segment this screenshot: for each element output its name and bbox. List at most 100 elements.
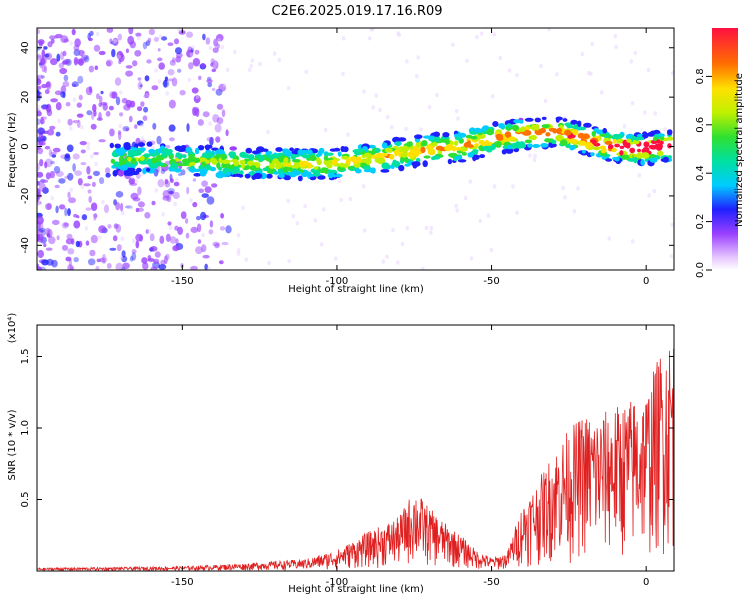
- spectrogram-noise-cell: [149, 233, 155, 242]
- spectrogram-faint-cell: [117, 54, 121, 59]
- spectrogram-noise-cell: [90, 123, 97, 130]
- spectrogram-noise-cell: [77, 119, 81, 128]
- spectrogram-faint-cell: [421, 266, 425, 270]
- spectrogram-ridge-cell: [433, 136, 440, 143]
- spectrogram-ridge-cell: [313, 169, 321, 177]
- spectrogram-noise-cell: [52, 147, 61, 153]
- spectrogram-ridge-cell: [342, 163, 349, 168]
- spectrogram-marks: [37, 28, 674, 270]
- spectrogram-noise-cell: [37, 227, 46, 232]
- spectrogram-faint-cell: [424, 225, 429, 231]
- spectrogram-ridge-cell: [531, 124, 537, 131]
- spectrogram-noise-cell: [72, 153, 80, 160]
- spectrogram-ridge-cell: [551, 139, 557, 145]
- spectrogram-ridge-cell: [193, 157, 201, 163]
- spectrogram-noise-cell: [77, 75, 84, 84]
- spectrogram-faint-cell: [368, 36, 372, 41]
- spectrogram-faint-cell: [37, 105, 41, 110]
- spectrogram-ridge-cell: [482, 125, 490, 131]
- spectrogram-noise-cell: [147, 255, 152, 261]
- spectrogram-noise-cell: [137, 77, 142, 81]
- spectrogram-ridge-cell: [139, 161, 148, 165]
- spectrogram-ridge-cell: [282, 166, 290, 173]
- spectrogram-noise-cell: [37, 91, 42, 99]
- spectrogram-ridge-cell: [629, 147, 636, 154]
- spectrogram-ridge-cell: [110, 158, 116, 164]
- spectrogram-faint-cell: [236, 233, 241, 238]
- spectrogram-noise-cell: [135, 233, 144, 242]
- spectrogram-faint-cell: [490, 94, 495, 99]
- spectrogram-noise-cell: [190, 265, 198, 270]
- spectrogram-ridge-cell: [612, 138, 617, 144]
- spectrogram-faint-cell: [225, 67, 230, 73]
- spectrogram-faint-cell: [57, 118, 61, 124]
- spectrogram-noise-cell: [180, 169, 186, 176]
- spectrogram-faint-cell: [69, 126, 73, 131]
- spectrogram-noise-cell: [85, 86, 93, 96]
- spectrogram-ridge-cell: [266, 154, 273, 158]
- spectrogram-ridge-cell: [240, 163, 246, 169]
- spectrogram-noise-cell: [108, 105, 114, 111]
- spectrogram-ridge-cell: [277, 152, 285, 157]
- spectrogram-ridge-cell: [448, 153, 455, 158]
- spectrogram-ridge-cell: [187, 147, 193, 153]
- spectrogram-ridge-cell: [455, 156, 463, 160]
- spectrogram-faint-cell: [600, 90, 604, 95]
- spectrogram-ridge-cell: [521, 131, 528, 135]
- spectrogram-noise-cell: [102, 254, 106, 261]
- spectrogram-noise-cell: [134, 50, 142, 57]
- spectrogram-faint-cell: [287, 258, 291, 264]
- spectrogram-ridge-cell: [365, 158, 372, 165]
- spectrogram-ridge-cell: [447, 158, 453, 165]
- spectrogram-ridge-cell: [590, 152, 595, 157]
- spectrogram-noise-cell: [186, 186, 190, 195]
- spectrogram-ridge-cell: [177, 154, 183, 160]
- spectrogram-noise-cell: [49, 35, 56, 40]
- spectrogram-ridge-cell: [602, 127, 607, 134]
- spectrogram-faint-cell: [217, 38, 221, 43]
- spectrogram-noise-cell: [67, 248, 75, 255]
- spectrogram-ridge-cell: [200, 161, 207, 167]
- spectrogram-ridge-cell: [421, 140, 428, 147]
- spectrogram-faint-cell: [161, 212, 165, 217]
- spectrogram-noise-cell: [201, 244, 207, 253]
- spectrogram-noise-cell: [192, 106, 199, 113]
- spectrogram-noise-cell: [180, 211, 187, 220]
- spectrogram-faint-cell: [208, 121, 212, 126]
- spectrogram-ridge-cell: [532, 144, 541, 148]
- spectrogram-ridge-cell: [239, 159, 246, 165]
- spectrogram-ridge-cell: [325, 152, 334, 156]
- spectrogram-faint-cell: [455, 208, 460, 213]
- spectrogram-faint-cell: [82, 53, 87, 58]
- spectrogram-noise-cell: [59, 67, 68, 75]
- spectrogram-noise-cell: [48, 148, 53, 157]
- spectrogram-faint-cell: [629, 59, 634, 64]
- spectrogram-noise-cell: [186, 31, 193, 38]
- spectrogram-ridge-cell: [402, 147, 408, 154]
- spectrogram-ridge-cell: [429, 142, 436, 147]
- spectrogram-ridge-cell: [562, 118, 568, 122]
- spectrogram-ridge-cell: [501, 149, 507, 155]
- snr-panel: -150 -100 -50 0 0.5 1.0 1.5 Height of straigh…: [7, 313, 675, 595]
- spectrogram-faint-cell: [405, 59, 409, 64]
- spectrogram-ridge-cell: [519, 142, 527, 149]
- spectrogram-ridge-cell: [453, 140, 459, 146]
- spectrogram-ridge-cell: [199, 169, 208, 173]
- spectrogram-ridge-cell: [428, 147, 434, 152]
- spectrogram-ridge-cell: [520, 126, 526, 133]
- spectrogram-noise-cell: [158, 264, 167, 270]
- spectrogram-noise-cell: [68, 258, 72, 267]
- spectrogram-noise-cell: [177, 226, 184, 235]
- spectrogram-noise-cell: [121, 267, 126, 270]
- spectrogram-faint-cell: [647, 193, 651, 198]
- spectrogram-faint-cell: [304, 69, 309, 75]
- spectrogram-noise-cell: [195, 246, 203, 255]
- spectrogram-ridge-cell: [193, 168, 201, 173]
- spectrogram-faint-cell: [136, 35, 141, 41]
- spectrogram-ridge-cell: [398, 146, 404, 153]
- spectrogram-faint-cell: [669, 254, 674, 259]
- spectrogram-noise-cell: [125, 48, 129, 54]
- snr-x-tick-label: 0: [643, 577, 649, 588]
- spectrogram-noise-cell: [71, 81, 79, 88]
- spectrogram-faint-cell: [478, 218, 483, 224]
